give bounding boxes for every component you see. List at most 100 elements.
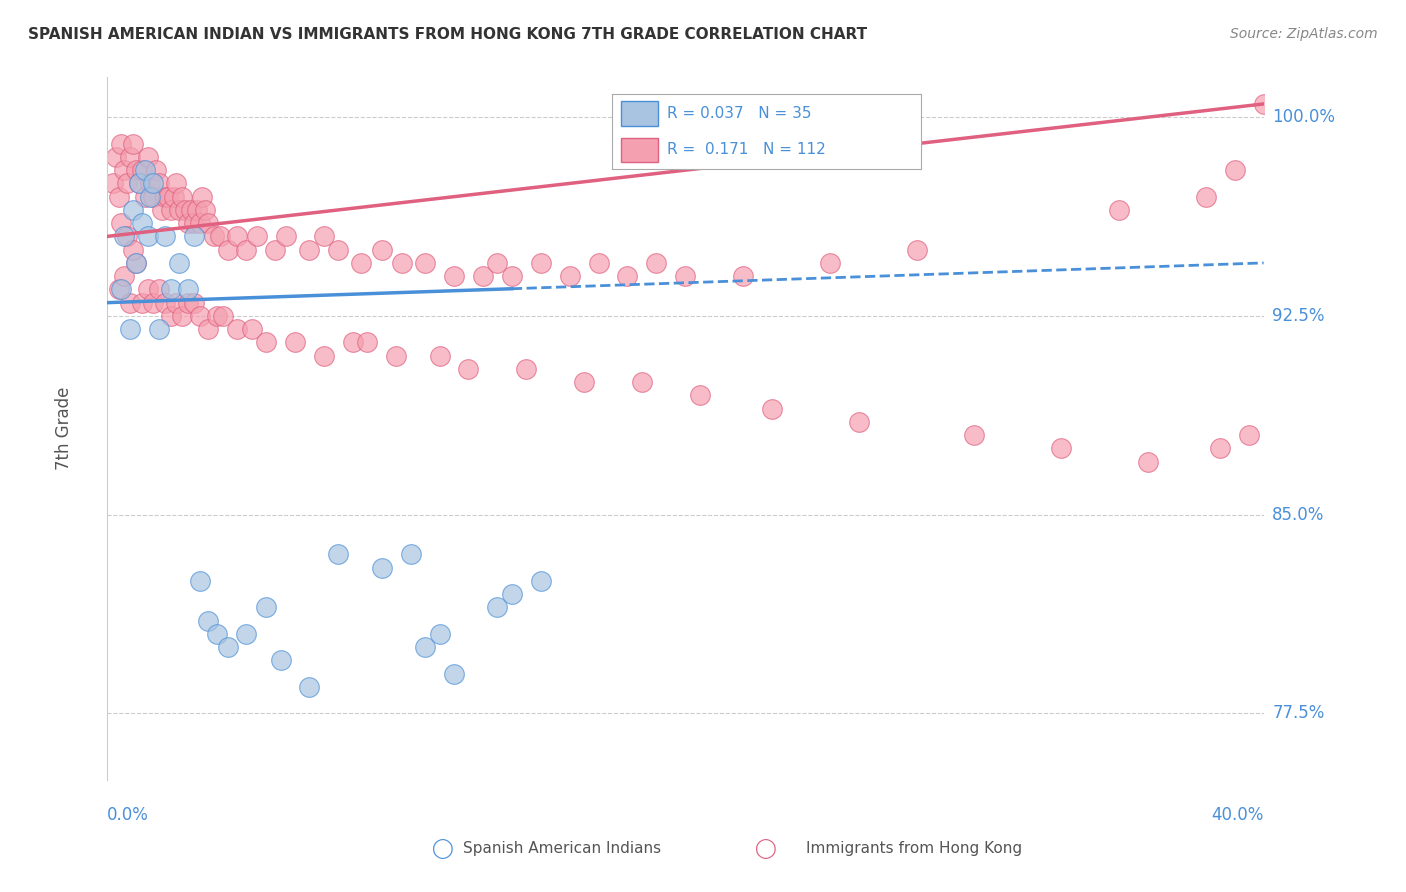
- Point: [153, 295, 176, 310]
- Text: ◯: ◯: [432, 839, 454, 859]
- Point: [689, 388, 711, 402]
- Point: [443, 269, 465, 284]
- Point: [104, 786, 127, 800]
- Point: [125, 163, 148, 178]
- Point: [142, 295, 165, 310]
- Point: [180, 202, 202, 217]
- Point: [211, 309, 233, 323]
- Point: [457, 362, 479, 376]
- Point: [515, 362, 537, 376]
- Point: [1253, 97, 1275, 112]
- Point: [148, 322, 170, 336]
- Text: Source: ZipAtlas.com: Source: ZipAtlas.com: [1230, 27, 1378, 41]
- Point: [194, 202, 217, 217]
- Point: [486, 600, 509, 615]
- Point: [107, 282, 129, 296]
- Point: [1267, 401, 1289, 416]
- Point: [558, 269, 581, 284]
- Point: [342, 335, 364, 350]
- Point: [208, 229, 231, 244]
- Point: [142, 189, 165, 203]
- Point: [174, 202, 197, 217]
- Point: [183, 216, 205, 230]
- Point: [254, 600, 277, 615]
- Point: [350, 256, 373, 270]
- Point: [165, 177, 187, 191]
- Point: [235, 627, 257, 641]
- Point: [177, 216, 200, 230]
- Point: [263, 243, 285, 257]
- Point: [240, 322, 263, 336]
- Point: [128, 177, 150, 191]
- Point: [1050, 442, 1073, 456]
- Point: [1223, 163, 1246, 178]
- Point: [110, 282, 132, 296]
- Point: [486, 256, 509, 270]
- Point: [298, 680, 321, 694]
- Point: [110, 216, 132, 230]
- Point: [177, 295, 200, 310]
- Point: [1108, 202, 1130, 217]
- Point: [188, 574, 211, 588]
- Point: [413, 640, 436, 654]
- Point: [413, 256, 436, 270]
- Point: [429, 349, 451, 363]
- Point: [191, 189, 214, 203]
- Point: [298, 243, 321, 257]
- Point: [399, 547, 422, 561]
- Point: [501, 269, 523, 284]
- Point: [159, 202, 181, 217]
- FancyBboxPatch shape: [621, 137, 658, 161]
- Point: [153, 229, 176, 244]
- Point: [136, 282, 159, 296]
- Point: [183, 229, 205, 244]
- Point: [631, 375, 654, 389]
- Point: [107, 189, 129, 203]
- Point: [1195, 189, 1218, 203]
- Point: [572, 375, 595, 389]
- Point: [202, 229, 225, 244]
- Point: [276, 229, 298, 244]
- Point: [169, 202, 191, 217]
- Point: [183, 295, 205, 310]
- Point: [905, 243, 928, 257]
- Point: [471, 269, 494, 284]
- Point: [172, 309, 194, 323]
- Point: [136, 150, 159, 164]
- Point: [145, 163, 167, 178]
- Point: [186, 202, 208, 217]
- Point: [312, 229, 335, 244]
- Point: [122, 202, 145, 217]
- Point: [205, 627, 228, 641]
- Point: [117, 229, 139, 244]
- Text: 100.0%: 100.0%: [1272, 108, 1336, 126]
- Point: [963, 428, 986, 442]
- Point: [197, 216, 219, 230]
- Point: [148, 177, 170, 191]
- Point: [125, 256, 148, 270]
- Text: 77.5%: 77.5%: [1272, 705, 1324, 723]
- Point: [197, 322, 219, 336]
- Point: [125, 256, 148, 270]
- Point: [112, 163, 135, 178]
- Point: [370, 243, 392, 257]
- Point: [134, 163, 156, 178]
- Point: [139, 189, 162, 203]
- Point: [139, 177, 162, 191]
- Point: [162, 189, 184, 203]
- Point: [1136, 455, 1159, 469]
- Point: [159, 282, 181, 296]
- Point: [645, 256, 668, 270]
- Point: [356, 335, 378, 350]
- Point: [733, 269, 755, 284]
- Point: [153, 189, 176, 203]
- Point: [254, 335, 277, 350]
- Point: [246, 229, 269, 244]
- Text: Spanish American Indians: Spanish American Indians: [464, 841, 661, 856]
- Text: 92.5%: 92.5%: [1272, 307, 1324, 325]
- Point: [112, 229, 135, 244]
- Point: [142, 177, 165, 191]
- Point: [205, 309, 228, 323]
- Point: [156, 189, 179, 203]
- Point: [818, 256, 841, 270]
